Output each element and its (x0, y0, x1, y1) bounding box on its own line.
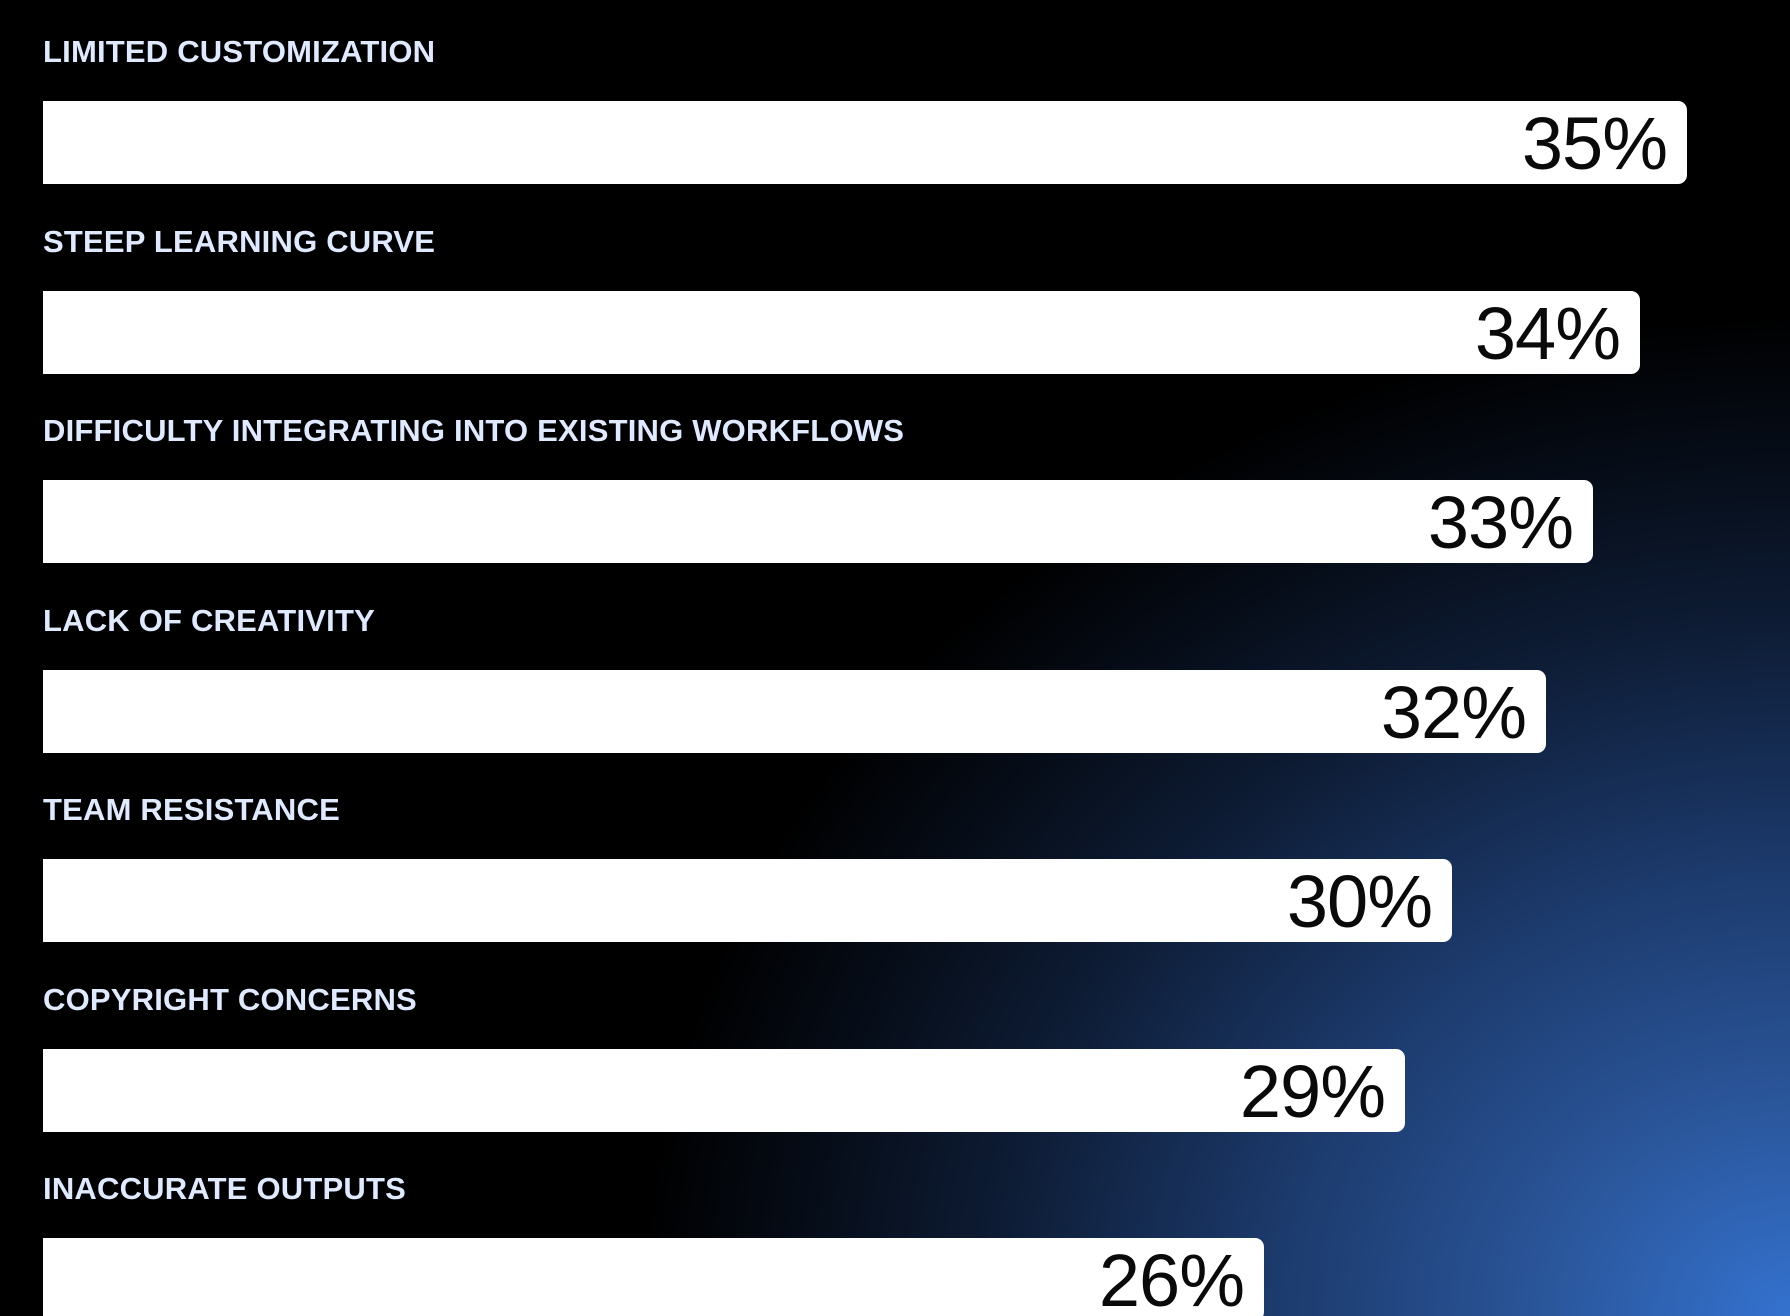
bar: 29% (43, 1048, 1405, 1133)
category-label: INACCURATE OUTPUTS (43, 1171, 406, 1206)
category-label: COPYRIGHT CONCERNS (43, 981, 417, 1017)
category-label: LIMITED CUSTOMIZATION (43, 34, 436, 69)
bar-row: COPYRIGHT CONCERNS 29% (43, 964, 1743, 1133)
bar-row: INACCURATE OUTPUTS 26% (43, 1153, 1743, 1316)
bar-row: TEAM RESISTANCE 30% (43, 774, 1743, 943)
bar-row: LACK OF CREATIVITY 32% (43, 585, 1743, 754)
bar: 33% (43, 480, 1593, 564)
category-label: TEAM RESISTANCE (43, 792, 340, 827)
data-label: 35% (1521, 102, 1668, 185)
data-label: 29% (1239, 1049, 1386, 1133)
bar: 32% (43, 669, 1546, 754)
category-label: LACK OF CREATIVITY (43, 602, 375, 638)
bar: 34% (43, 290, 1640, 375)
category-label: STEEP LEARNING CURVE (43, 223, 436, 259)
data-label: 34% (1474, 291, 1621, 375)
data-label: 32% (1380, 670, 1527, 754)
data-label: 30% (1286, 860, 1433, 943)
bar-row: LIMITED CUSTOMIZATION 35% (43, 16, 1743, 185)
bar-row: DIFFICULTY INTEGRATING INTO EXISTING WOR… (43, 395, 1743, 564)
bar: 30% (43, 859, 1452, 943)
data-label: 26% (1098, 1239, 1245, 1316)
bar: 35% (43, 101, 1687, 185)
bar: 26% (43, 1238, 1264, 1316)
data-label: 33% (1427, 481, 1574, 564)
category-label: DIFFICULTY INTEGRATING INTO EXISTING WOR… (43, 413, 905, 448)
bar-row: STEEP LEARNING CURVE 34% (43, 206, 1743, 375)
